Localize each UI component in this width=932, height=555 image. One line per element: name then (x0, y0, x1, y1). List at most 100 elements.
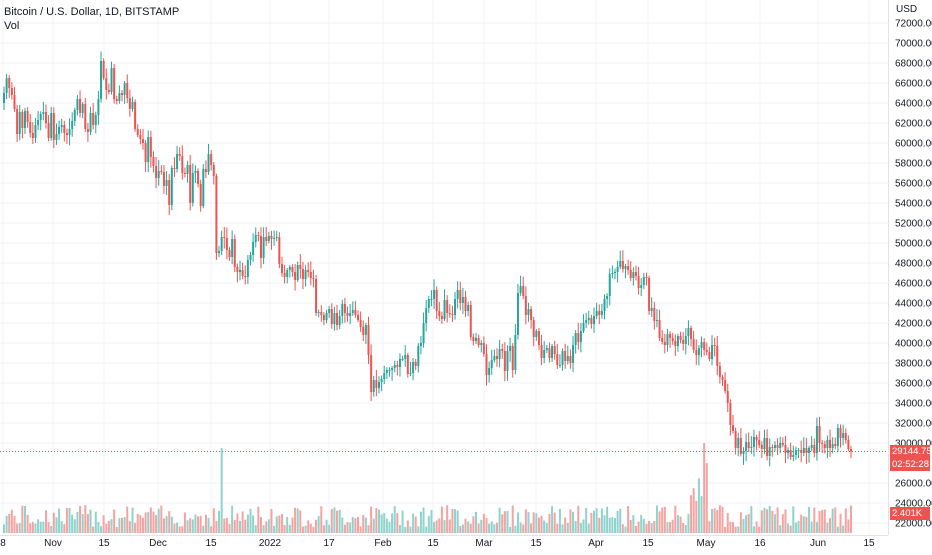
volume-bar (676, 515, 679, 533)
candle-body (65, 133, 68, 135)
candle-body (530, 309, 533, 320)
candle-body (18, 112, 21, 134)
volume-bar (792, 506, 795, 533)
candle-body (322, 315, 325, 320)
volume-bar (16, 523, 19, 533)
volume-bar (784, 509, 787, 533)
price-tick-label: 36000.00 (895, 379, 932, 390)
volume-bar (149, 507, 152, 533)
volume-bar (105, 523, 108, 533)
volume-bar (739, 512, 742, 533)
volume-bar (401, 510, 404, 533)
volume-bar (412, 513, 415, 533)
volume-bar (291, 517, 294, 533)
candle-body (162, 172, 165, 186)
candle-body (225, 238, 228, 250)
volume-bar (829, 518, 832, 533)
volume-bar (755, 521, 758, 533)
candle-body (105, 78, 108, 90)
volume-bar (600, 508, 603, 533)
price-tick-label: 52000.00 (895, 219, 932, 230)
candle-body (136, 129, 139, 135)
candle-body (233, 239, 236, 267)
volume-bars (3, 443, 852, 533)
volume-bar (684, 525, 687, 533)
candle-body (425, 308, 428, 323)
volume-bar (514, 525, 517, 533)
candle-body (627, 266, 630, 270)
price-axis[interactable]: USD 72000.00 70000.00 68000.00 66000.00 6400… (895, 4, 932, 530)
candle-body (836, 428, 839, 446)
candle-body (482, 343, 485, 354)
candle-body (210, 154, 213, 165)
time-axis[interactable]: 8 Nov 15 Dec 15 2022 17 Feb 15 Mar 15 Apr 15 May 16 Jun… (0, 538, 875, 549)
candle-body (317, 312, 320, 313)
candle-body (254, 235, 257, 242)
candle-body (755, 437, 758, 440)
candle-body (674, 341, 677, 346)
volume-bar (561, 524, 564, 533)
volume-bar (273, 525, 276, 533)
chart-legend: Bitcoin / U.S. Dollar, 1D, BITSTAMP Vol (4, 5, 179, 33)
volume-bar (341, 517, 344, 533)
volume-bar (359, 526, 362, 533)
volume-bar (81, 514, 84, 533)
candle-body (265, 237, 268, 241)
candle-body (367, 325, 370, 355)
candle-body (475, 338, 478, 341)
grid-lines (0, 0, 889, 536)
candle-body (593, 316, 596, 324)
symbol-title[interactable]: Bitcoin / U.S. Dollar, 1D, BITSTAMP (4, 6, 180, 18)
candle-body (794, 450, 797, 455)
candle-body (50, 113, 53, 138)
candle-body (590, 318, 593, 324)
candle-body (752, 437, 755, 447)
volume-bar (697, 478, 700, 533)
volume-bar (469, 523, 472, 533)
candle-body (157, 171, 160, 178)
volume-bar (370, 506, 373, 533)
volume-bar (37, 519, 40, 533)
volume-bar (627, 506, 630, 533)
volume-bar (55, 517, 58, 533)
volume-bar (118, 518, 121, 533)
volume-bar (294, 507, 297, 533)
volume-bar (162, 518, 165, 533)
candle-body (280, 264, 283, 273)
volume-bar (781, 514, 784, 533)
volume-bar (587, 523, 590, 533)
volume-bar (34, 523, 37, 533)
price-tick-label: 24000.00 (895, 499, 932, 510)
time-tick-label: 15 (642, 538, 654, 549)
price-tick-label: 72000.00 (895, 19, 932, 30)
volume-bar (475, 511, 478, 533)
volume-bar (39, 521, 42, 533)
volume-bar (535, 513, 538, 533)
bar-countdown-tag: 02:52:28 (890, 458, 930, 471)
candle-body (572, 345, 575, 363)
volume-bar (590, 512, 593, 533)
candle-body (71, 121, 74, 129)
volume-bar (480, 519, 483, 533)
volume-bar (653, 520, 656, 533)
candle-body (81, 104, 84, 113)
volume-bar (745, 515, 748, 533)
volume-bar (328, 524, 331, 533)
candle-body (724, 380, 727, 391)
candle-body (338, 316, 341, 325)
volume-bar (606, 506, 609, 533)
candle-body (498, 349, 501, 359)
volume-indicator-label[interactable]: Vol (4, 20, 20, 32)
candle-body (703, 342, 706, 350)
candle-body (73, 110, 76, 121)
volume-bar (144, 512, 147, 533)
candle-body (191, 173, 194, 203)
time-tick-label: Apr (588, 538, 604, 549)
volume-bar (367, 525, 370, 533)
volume-bar (362, 514, 365, 533)
volume-bar (823, 509, 826, 533)
volume-bar (262, 525, 265, 533)
candle-body (346, 313, 349, 316)
